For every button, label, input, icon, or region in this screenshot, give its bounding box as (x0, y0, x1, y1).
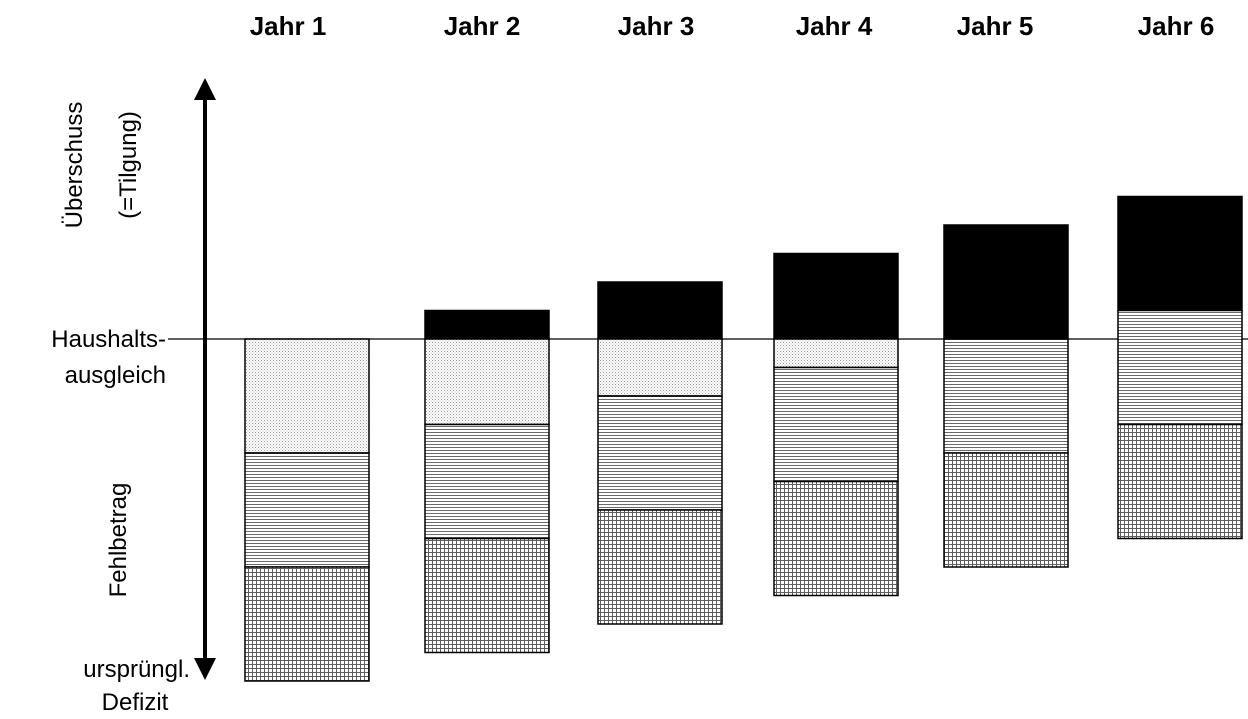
deficit-label: Fehlbetrag (105, 483, 132, 598)
surplus-label-line1: Überschuss (61, 102, 88, 229)
year-header-5: Jahr 5 (957, 11, 1034, 41)
bar-segment-jahr2-grid-6 (424, 537, 550, 654)
bar-segment-jahr3-grid-10 (597, 509, 723, 625)
original-deficit-label-line2: Defizit (102, 689, 169, 716)
bar-segment-jahr2-dotted-4 (424, 338, 550, 426)
balance-label-line2: ausgleich (65, 362, 166, 389)
bar-segment-jahr1-grid-2 (244, 566, 370, 682)
bar-segment-jahr1-horizontal-lines-1 (244, 452, 370, 568)
bar-segment-jahr4-horizontal-lines-13 (773, 366, 899, 483)
year-header-4: Jahr 4 (796, 11, 873, 41)
bar-segment-jahr5-solid-black-15 (943, 224, 1069, 340)
balance-label-line1: Haushalts- (51, 326, 166, 353)
year-header-3: Jahr 3 (618, 11, 695, 41)
bar-segment-jahr6-solid-black-18 (1117, 195, 1243, 312)
bar-segment-jahr6-grid-20 (1117, 423, 1243, 540)
bar-segment-jahr4-dotted-12 (773, 338, 899, 369)
original-deficit-label-line1: ursprüngl. (83, 656, 190, 683)
bar-segment-jahr5-horizontal-lines-16 (943, 338, 1069, 454)
bar-segment-jahr1-dotted-0 (244, 338, 370, 454)
bar-segment-jahr5-grid-17 (943, 452, 1069, 568)
bar-segment-jahr3-dotted-8 (597, 338, 723, 397)
bar-segment-jahr4-solid-black-11 (773, 252, 899, 340)
bar-segment-jahr4-grid-14 (773, 480, 899, 597)
bar-segment-jahr2-horizontal-lines-5 (424, 423, 550, 540)
bar-segment-jahr3-horizontal-lines-9 (597, 395, 723, 511)
bar-segment-jahr2-solid-black-3 (424, 309, 550, 340)
surplus-label-line2: (=Tilgung) (115, 111, 142, 219)
year-header-1: Jahr 1 (250, 11, 327, 41)
year-header-6: Jahr 6 (1138, 11, 1215, 41)
bar-segment-jahr6-horizontal-lines-19 (1117, 309, 1243, 426)
vertical-double-arrow (194, 78, 216, 680)
bars-group (244, 195, 1243, 682)
bar-segment-jahr3-solid-black-7 (597, 281, 723, 340)
year-header-2: Jahr 2 (444, 11, 521, 41)
